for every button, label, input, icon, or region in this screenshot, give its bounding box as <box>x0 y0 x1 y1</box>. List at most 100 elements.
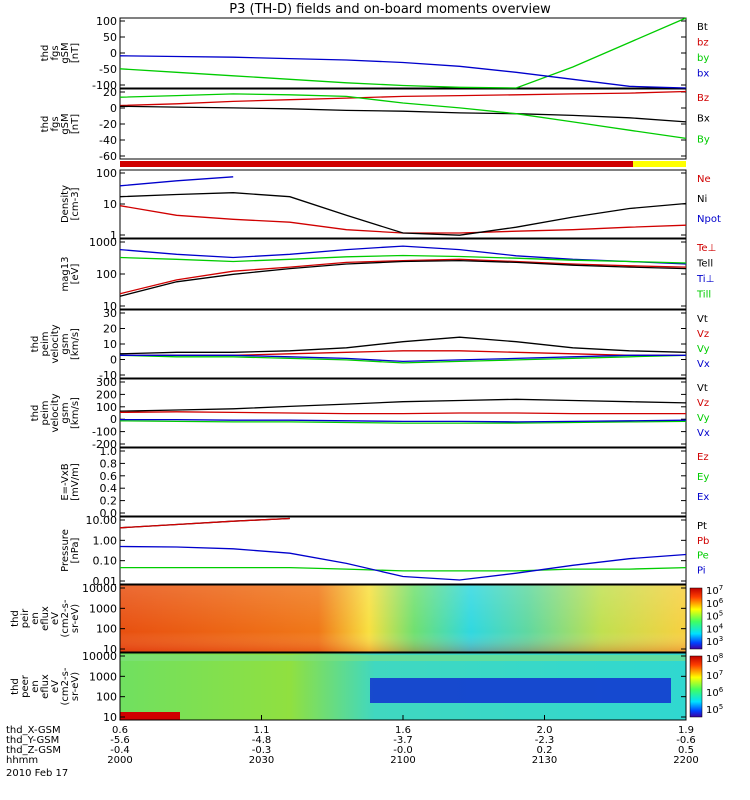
legend-entry: Till <box>696 290 711 301</box>
legend-entry: Te⊥ <box>696 243 716 254</box>
legend-entry: Pb <box>697 536 709 547</box>
colorbar-tick-exponent: 5 <box>719 610 723 618</box>
legend-entry: Vy <box>697 344 710 355</box>
panel-frame <box>119 309 687 379</box>
series-line-Pi <box>119 545 687 581</box>
legend-entry: Tell <box>696 259 713 270</box>
colorbar-tick-label: 105 <box>706 703 723 716</box>
y-axis-label-line: thd <box>40 45 51 62</box>
series-line-Pe <box>120 566 687 572</box>
series-line-Vy <box>119 354 687 364</box>
y-tick-label: 10 <box>103 643 117 656</box>
x-tick-label-y: -5.6 <box>110 735 130 746</box>
y-tick-label: 0.2 <box>100 495 118 508</box>
x-tick-label-x: 1.6 <box>395 725 411 736</box>
y-axis-label-line: fgs <box>50 45 61 60</box>
x-tick-label-y: -3.7 <box>393 735 413 746</box>
legend-entry: bx <box>697 69 709 80</box>
spectrogram-shading <box>120 585 686 652</box>
legend-entry: By <box>697 134 710 145</box>
y-tick-label: 100 <box>96 15 117 28</box>
colorbar-tick-exponent: 4 <box>719 622 724 630</box>
colorbar-tick-exponent: 5 <box>719 703 723 711</box>
y-tick-label: -100 <box>92 79 117 92</box>
series-line-Vz <box>120 350 686 356</box>
colorbar-tick-exponent: 7 <box>719 669 723 677</box>
series-line-Vt <box>119 336 687 355</box>
series-line-Bz <box>119 90 687 107</box>
y-axis-label: thd fgs gSM [nT] <box>40 113 81 134</box>
y-tick-label: -100 <box>92 426 117 439</box>
x-tick-label-z: -0.3 <box>252 745 272 756</box>
series-line-Till <box>119 254 687 264</box>
y-axis-label-line: eflux <box>40 674 51 699</box>
y-axis-label-line: peim <box>40 331 51 356</box>
series-line-Ne <box>119 205 687 234</box>
y-tick-label: 0.6 <box>100 470 118 483</box>
colorbar-tick-label: 107 <box>706 669 723 682</box>
y-axis-label-line: [mV/m] <box>70 463 81 501</box>
y-axis-label: thd fgs gSM [nT] <box>40 42 81 63</box>
y-axis-label-line: [nT] <box>70 114 81 134</box>
colorbar-tick-label: 104 <box>706 622 724 635</box>
legend-entry: Ex <box>697 492 709 503</box>
x-tick-label-z: 0.5 <box>678 745 694 756</box>
colorbar-tick-exponent: 6 <box>719 686 724 694</box>
y-axis-label-line: eflux <box>40 606 51 631</box>
legend-entry: Pt <box>697 521 707 532</box>
quality-flag-red <box>120 161 633 167</box>
y-tick-label: -10 <box>99 369 117 382</box>
x-tick-label-x: 0.6 <box>112 725 128 736</box>
x-tick-label-y: -4.8 <box>252 735 272 746</box>
legend-entry: bz <box>697 38 709 49</box>
colorbar-tick-label: 106 <box>706 686 724 699</box>
legend-entry: Npot <box>697 214 721 225</box>
y-axis-label: mag13 [eV] <box>60 257 81 292</box>
panel-fgs_gsm_zoom: 20 0 -20 -40 -60 thd fgs gSM [nT] Bz Bx By <box>40 86 710 163</box>
y-axis-label-line: (cm2-s- <box>60 667 71 705</box>
series-line-By <box>119 93 687 140</box>
y-tick-label: -60 <box>99 150 117 163</box>
y-tick-label: 100 <box>96 268 117 281</box>
series-line-Vx <box>120 354 686 363</box>
y-axis-label-line: thd <box>30 336 41 353</box>
y-tick-label: 0 <box>110 102 117 115</box>
quality-flag-yellow <box>633 161 686 167</box>
x-tick-label-y: -0.6 <box>676 735 696 746</box>
colorbar-tick-label: 103 <box>706 635 723 648</box>
legend-entry: Ni <box>697 194 707 205</box>
y-axis-label-line: gsm <box>60 333 71 354</box>
y-tick-label: 100 <box>96 167 117 180</box>
y-tick-label: 0 <box>110 413 117 426</box>
legend-entry: Vz <box>697 329 709 340</box>
y-axis-label-line: eV <box>50 680 61 693</box>
spectrogram-low-flux-band <box>370 678 671 703</box>
series-line-bx <box>119 55 687 89</box>
y-tick-label: 100 <box>96 401 117 414</box>
panel-velocity_zoom: 30 20 10 0 -10 thd peim velocity gsm [km/s] Vt Vz Vy… <box>30 307 710 382</box>
legend-entry: Ey <box>697 472 709 483</box>
y-tick-label: 100 <box>96 623 117 636</box>
y-tick-label: 0.10 <box>93 555 118 568</box>
y-axis-label: thd peer en eflux eV (cm2-s-sr-eV) <box>10 667 81 705</box>
y-tick-label: 0 <box>110 354 117 367</box>
y-tick-label: 10 <box>103 198 117 211</box>
y-tick-label: 10 <box>103 300 117 313</box>
legend-entry: Ne <box>697 174 711 185</box>
legend-entry: Ez <box>697 452 709 463</box>
panel-frame <box>119 516 687 585</box>
y-axis-label: thd peir en eflux eV (cm2-s-sr-eV) <box>10 599 81 637</box>
y-axis-label-line: thd <box>40 116 51 133</box>
panel-frame <box>119 17 687 89</box>
series-line-Vt <box>119 398 687 412</box>
legend-entry: Pi <box>697 565 706 576</box>
y-tick-label: 50 <box>103 31 117 44</box>
y-tick-label: 0.8 <box>100 457 118 470</box>
y-tick-label: 0 <box>110 47 117 60</box>
y-tick-label: 20 <box>103 86 117 99</box>
y-tick-label: 0.0 <box>100 507 118 520</box>
